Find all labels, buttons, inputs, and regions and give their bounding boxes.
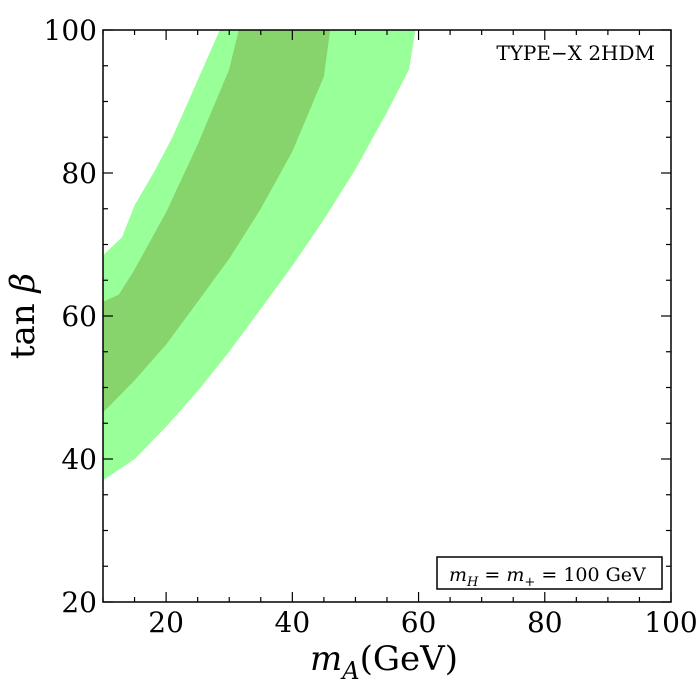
y-axis-title: tan β [3,273,43,359]
x-tick-label: 80 [527,606,563,639]
region-1-sigma [103,30,331,413]
y-tick-label: 60 [61,300,97,333]
y-tick-label: 20 [61,586,97,619]
y-tick-label: 100 [44,14,97,47]
plot-frame [102,29,672,603]
x-tick-label: 100 [644,606,697,639]
region-2-sigma [103,30,416,481]
tick-labels-layer: 20 40 60 80 100 20 40 60 80 100 [44,14,698,639]
y-tick-label: 40 [61,443,97,476]
regions-layer [103,30,416,481]
x-axis-title: mA(GeV) [310,639,458,685]
x-tick-label: 40 [275,606,311,639]
model-annotation: TYPE−X 2HDM [496,41,655,65]
x-tick-label: 60 [401,606,437,639]
mass-annotation: mH = m+ = 100 GeV [449,564,646,590]
x-tick-label: 20 [148,606,184,639]
mass-annotation-box [436,556,663,590]
y-tick-label: 80 [61,157,97,190]
